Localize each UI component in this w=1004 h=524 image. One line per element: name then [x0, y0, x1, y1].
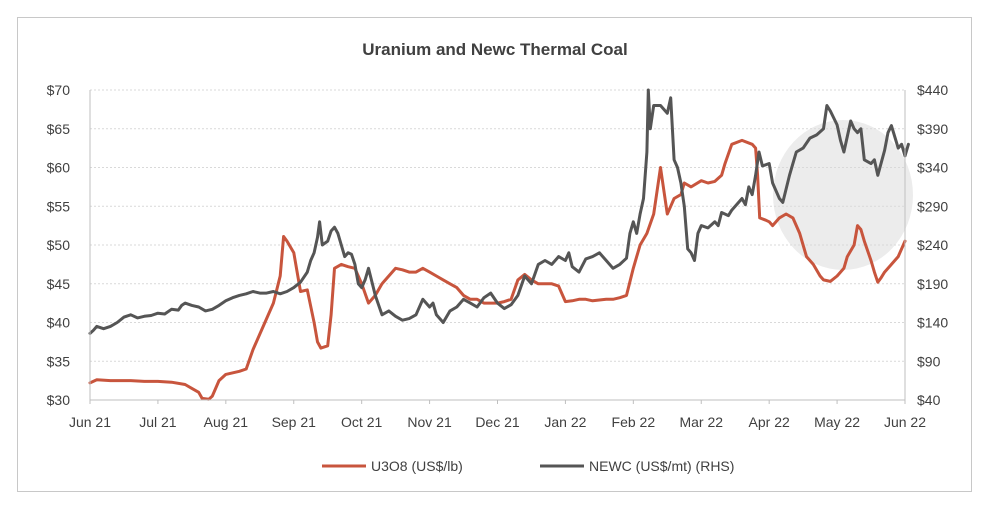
y-left-tick-label: $60 — [47, 160, 71, 176]
y-left-tick-label: $65 — [47, 121, 71, 137]
series-line-1 — [88, 88, 910, 335]
y-left-tick-label: $55 — [47, 198, 71, 214]
highlight-ellipse — [773, 120, 913, 270]
x-tick-label: Jul 21 — [139, 414, 177, 430]
y-right-tick-label: $40 — [917, 392, 941, 408]
y-right-tick-label: $390 — [917, 121, 948, 137]
series-line-0 — [88, 138, 907, 401]
y-right-tick-label: $290 — [917, 198, 948, 214]
series-layer — [88, 88, 910, 401]
legend-label: NEWC (US$/mt) (RHS) — [589, 458, 734, 474]
x-tick-label: Oct 21 — [341, 414, 382, 430]
highlight-layer — [773, 120, 913, 270]
x-tick-label: Apr 22 — [749, 414, 790, 430]
axis-layer: $30 $35 $40 $45 $50 $55 $60 $65 $70 $40 $90 $140 $19… — [47, 82, 949, 430]
x-tick-label: Jun 21 — [69, 414, 111, 430]
y-right-tick-label: $340 — [917, 160, 948, 176]
y-right-tick-label: $90 — [917, 353, 941, 369]
x-tick-label: Jun 22 — [884, 414, 926, 430]
y-left-tick-label: $70 — [47, 82, 71, 98]
x-tick-label: Dec 21 — [475, 414, 520, 430]
y-left-tick-label: $45 — [47, 276, 71, 292]
legend-label: U3O8 (US$/lb) — [371, 458, 463, 474]
y-left-tick-label: $35 — [47, 353, 71, 369]
chart-title: Uranium and Newc Thermal Coal — [362, 40, 627, 59]
y-right-tick-label: $240 — [917, 237, 948, 253]
y-right-tick-label: $140 — [917, 315, 948, 331]
y-left-tick-label: $40 — [47, 315, 71, 331]
x-tick-label: Jan 22 — [544, 414, 586, 430]
y-left-tick-label: $50 — [47, 237, 71, 253]
y-right-tick-label: $440 — [917, 82, 948, 98]
legend: U3O8 (US$/lb) NEWC (US$/mt) (RHS) — [322, 458, 734, 474]
x-tick-label: Nov 21 — [407, 414, 452, 430]
x-tick-label: Feb 22 — [612, 414, 656, 430]
y-right-tick-label: $190 — [917, 276, 948, 292]
x-tick-label: Aug 21 — [204, 414, 249, 430]
grid-layer — [90, 89, 905, 401]
y-left-tick-label: $30 — [47, 392, 71, 408]
x-tick-label: Sep 21 — [272, 414, 317, 430]
x-tick-label: Mar 22 — [679, 414, 723, 430]
x-tick-label: May 22 — [814, 414, 860, 430]
